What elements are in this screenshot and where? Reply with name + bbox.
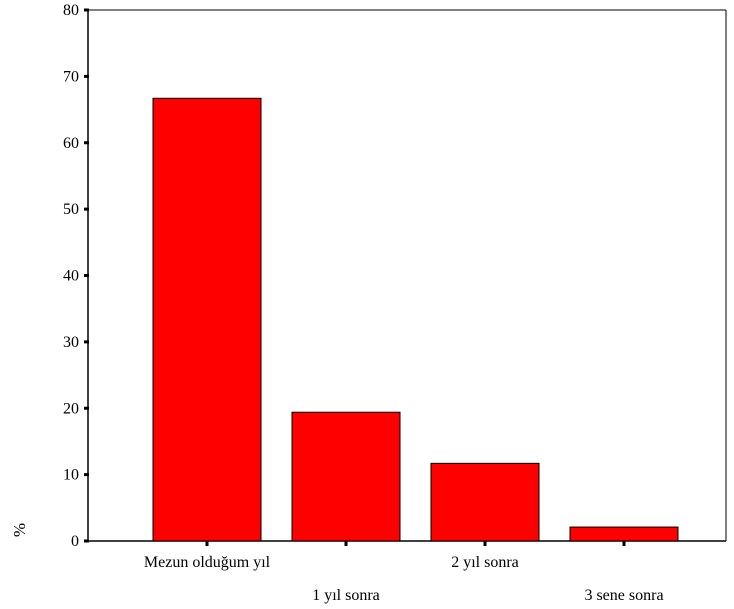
x-tick-label: 3 sene sonra (584, 587, 663, 604)
y-tick-label: 10 (63, 467, 79, 484)
y-tick-label: 30 (63, 334, 79, 351)
y-axis-ticks: 0 10 20 30 40 50 60 70 80 (63, 2, 89, 550)
bar (291, 411, 401, 542)
y-tick-label: 50 (63, 201, 79, 218)
y-axis-label: % (10, 523, 29, 537)
bar (569, 526, 679, 542)
y-tick-label: 0 (71, 533, 79, 550)
y-tick-label: 60 (63, 135, 79, 152)
y-tick-label: 40 (63, 268, 79, 285)
y-tick-label: 80 (63, 2, 79, 19)
y-tick-label: 70 (63, 68, 79, 85)
y-tick-label: 20 (63, 400, 79, 417)
x-axis-ticks: Mezun olduğum yıl 1 yıl sonra 2 yıl sonra 3… (144, 541, 664, 604)
x-tick-label: 2 yıl sonra (451, 554, 519, 571)
chart-bars (152, 97, 679, 542)
x-tick-label: 1 yıl sonra (312, 587, 380, 604)
bar (430, 462, 540, 542)
bar (152, 97, 262, 542)
x-tick-label: Mezun olduğum yıl (144, 554, 271, 571)
